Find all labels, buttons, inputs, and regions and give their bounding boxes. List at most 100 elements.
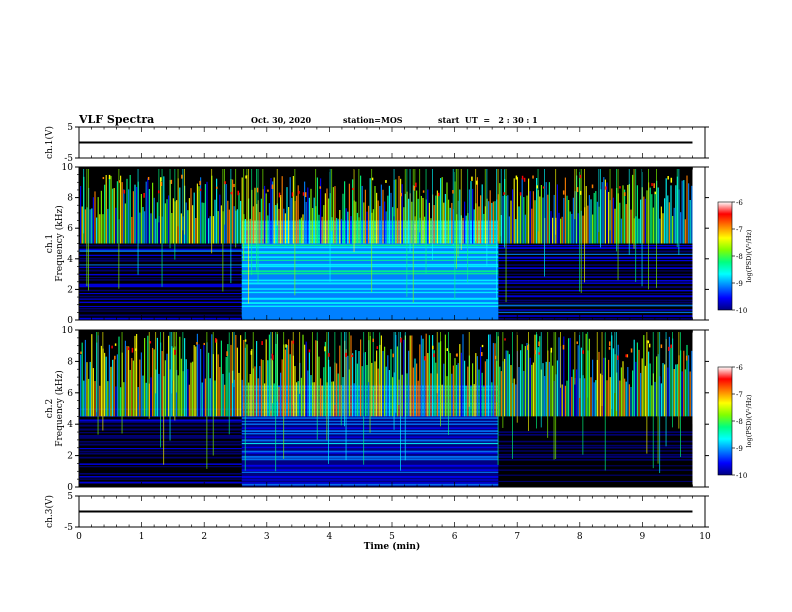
emission-streak bbox=[184, 338, 186, 417]
emission-streak bbox=[558, 212, 560, 244]
emission-streak bbox=[526, 343, 528, 417]
hot-spot bbox=[245, 175, 247, 179]
emission-streak bbox=[508, 216, 510, 244]
emission-streak bbox=[131, 216, 133, 244]
emission-streak bbox=[518, 206, 520, 244]
hot-spot bbox=[576, 187, 579, 193]
emission-streak bbox=[668, 336, 670, 417]
emission-streak bbox=[259, 366, 261, 417]
band-line bbox=[241, 275, 499, 277]
emission-streak bbox=[310, 188, 312, 244]
hot-spot bbox=[371, 177, 374, 181]
band-line bbox=[241, 259, 499, 261]
emission-streak bbox=[217, 354, 219, 417]
spheric-streak bbox=[502, 332, 504, 428]
emission-streak bbox=[235, 334, 237, 417]
emission-streak bbox=[187, 210, 189, 244]
emission-streak bbox=[630, 386, 632, 417]
hot-spot bbox=[114, 355, 116, 360]
emission-streak bbox=[406, 373, 408, 417]
spheric-streak bbox=[344, 332, 345, 427]
emission-streak bbox=[403, 339, 405, 417]
spheric-streak bbox=[246, 169, 248, 231]
emission-streak bbox=[116, 354, 118, 417]
emission-streak bbox=[94, 381, 96, 417]
start-time-label: start UT = 2 : 30 : 1 bbox=[438, 115, 538, 125]
hot-spot bbox=[392, 353, 395, 358]
emission-streak bbox=[352, 353, 354, 417]
spheric-streak bbox=[600, 169, 601, 248]
band-line bbox=[79, 295, 242, 298]
spheric-streak bbox=[440, 332, 441, 427]
emission-streak bbox=[179, 187, 181, 244]
band-line bbox=[498, 289, 693, 292]
emission-streak bbox=[585, 186, 587, 244]
band-line bbox=[498, 450, 693, 452]
emission-streak bbox=[520, 195, 522, 244]
hot-spot bbox=[471, 176, 473, 181]
panel-ch3-voltage: 5 -5 ch.3(V) bbox=[44, 492, 709, 533]
band-line bbox=[498, 309, 693, 311]
emission-streak bbox=[657, 187, 659, 244]
band-line bbox=[79, 478, 242, 480]
emission-streak bbox=[195, 346, 197, 417]
spheric-streak bbox=[617, 169, 619, 281]
emission-streak bbox=[163, 176, 165, 244]
spheric-streak bbox=[172, 332, 174, 381]
emission-streak bbox=[489, 190, 491, 244]
emission-streak bbox=[280, 195, 282, 244]
emission-streak bbox=[324, 193, 326, 244]
band-line bbox=[241, 469, 499, 472]
band-line bbox=[241, 295, 499, 297]
band-line bbox=[79, 305, 242, 307]
ytick-label: 8 bbox=[67, 357, 73, 367]
hot-spot bbox=[550, 347, 553, 353]
hot-spot bbox=[654, 191, 656, 195]
hot-spot bbox=[226, 351, 228, 357]
hot-spot bbox=[324, 346, 326, 352]
spheric-streak bbox=[537, 169, 539, 232]
emission-streak bbox=[355, 201, 357, 244]
spheric-streak bbox=[540, 332, 542, 428]
emission-streak bbox=[115, 207, 117, 244]
emission-streak bbox=[280, 372, 282, 417]
emission-streak bbox=[539, 196, 541, 244]
hot-spot bbox=[319, 186, 321, 189]
emission-streak bbox=[288, 339, 290, 417]
emission-streak bbox=[427, 189, 429, 244]
emission-streak bbox=[268, 334, 270, 417]
hot-spot bbox=[608, 346, 611, 350]
hot-spot bbox=[80, 351, 82, 354]
band-line bbox=[79, 277, 242, 279]
spheric-streak bbox=[496, 332, 497, 403]
band-line bbox=[498, 317, 693, 320]
spheric-streak bbox=[393, 169, 395, 217]
band-line bbox=[241, 446, 499, 449]
emission-streak bbox=[81, 342, 83, 417]
hot-spot bbox=[494, 355, 497, 360]
ytick-label: 5 bbox=[67, 123, 73, 133]
band-line bbox=[498, 270, 693, 272]
spheric-streak bbox=[497, 169, 499, 242]
emission-streak bbox=[572, 197, 574, 244]
spheric-streak bbox=[555, 169, 557, 235]
hot-spot bbox=[619, 186, 621, 189]
spheric-streak bbox=[665, 332, 667, 447]
emission-streak bbox=[468, 189, 470, 244]
emission-streak bbox=[499, 366, 501, 417]
emission-streak bbox=[136, 333, 138, 417]
emission-streak bbox=[408, 198, 410, 244]
emission-streak bbox=[550, 211, 552, 244]
emission-streak bbox=[478, 206, 480, 244]
hot-spot bbox=[648, 343, 651, 348]
hot-spot bbox=[160, 181, 163, 186]
emission-streak bbox=[568, 200, 570, 244]
spheric-streak bbox=[678, 169, 680, 255]
emission-streak bbox=[593, 382, 595, 417]
spheric-streak bbox=[582, 332, 584, 455]
emission-streak bbox=[388, 370, 390, 417]
spheric-streak bbox=[587, 332, 589, 398]
emission-streak bbox=[676, 364, 678, 417]
spheric-streak bbox=[372, 332, 374, 388]
emission-streak bbox=[673, 369, 675, 417]
